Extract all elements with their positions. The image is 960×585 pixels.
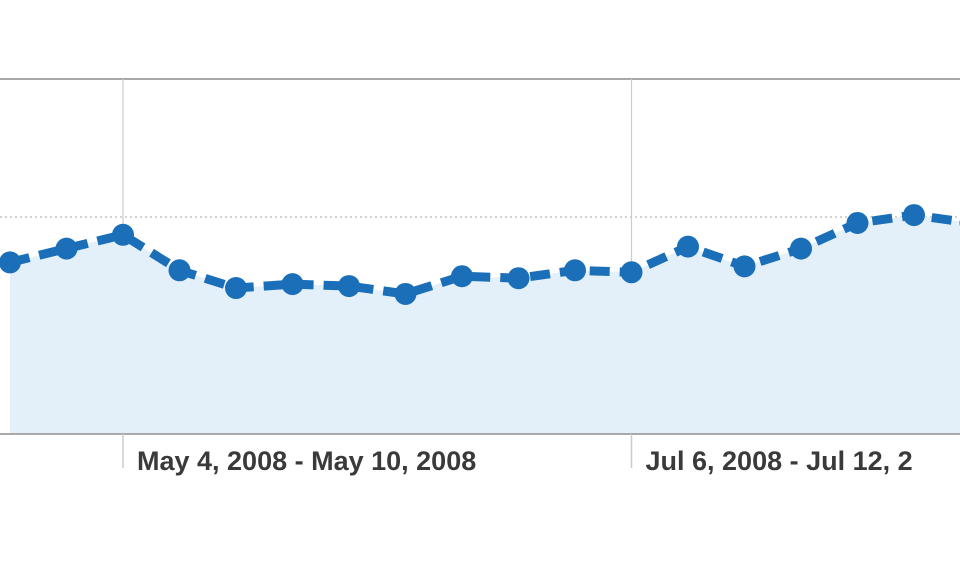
data-point[interactable] xyxy=(620,261,643,284)
data-point[interactable] xyxy=(451,265,473,288)
data-point[interactable] xyxy=(168,259,191,282)
data-point[interactable] xyxy=(507,267,530,290)
data-point[interactable] xyxy=(733,255,756,278)
x-axis-ticks xyxy=(122,434,633,468)
series-line xyxy=(8,210,960,299)
data-point[interactable] xyxy=(846,211,869,234)
data-point[interactable] xyxy=(903,204,925,227)
data-point[interactable] xyxy=(394,282,417,305)
data-point[interactable] xyxy=(281,273,304,296)
data-point[interactable] xyxy=(0,251,21,274)
data-point[interactable] xyxy=(55,237,78,260)
data-point[interactable] xyxy=(112,223,134,246)
data-point[interactable] xyxy=(338,275,360,298)
data-point[interactable] xyxy=(564,259,586,282)
data-point[interactable] xyxy=(790,237,812,260)
x-tick-label: May 4, 2008 - May 10, 2008 xyxy=(137,446,476,476)
data-point[interactable] xyxy=(677,235,699,258)
x-tick-label: Jul 6, 2008 - Jul 12, 2 xyxy=(646,446,913,476)
data-point[interactable] xyxy=(225,277,247,300)
data-points xyxy=(0,204,960,305)
series-area-fill xyxy=(10,215,960,434)
